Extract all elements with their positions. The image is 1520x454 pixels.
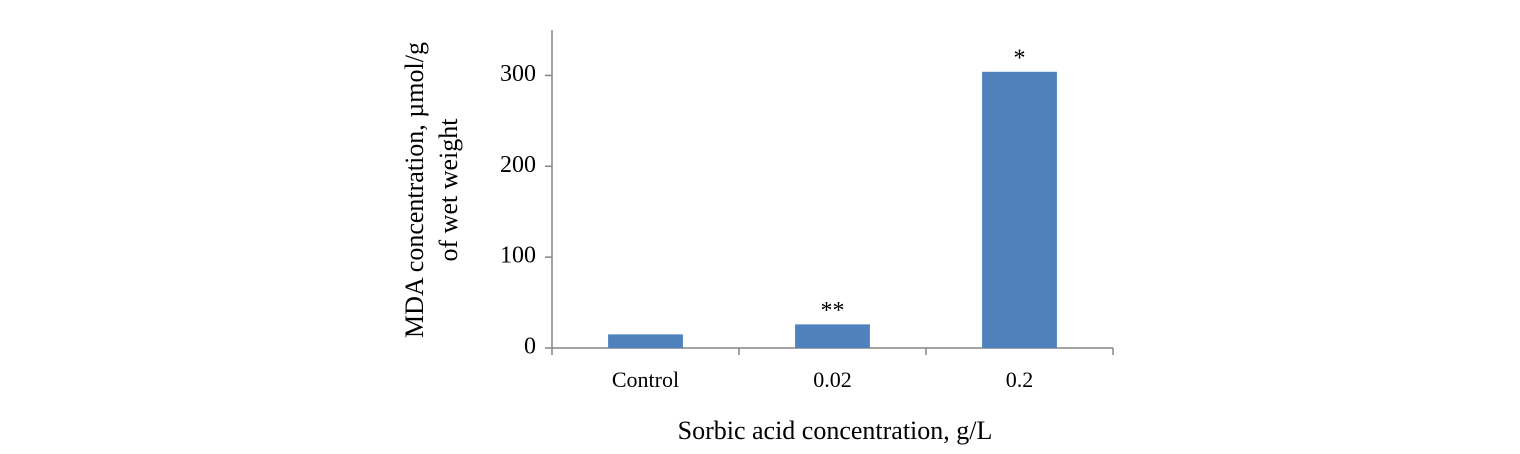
- annotation: *: [1014, 45, 1026, 71]
- x-tick-label: 0.2: [1006, 367, 1034, 392]
- y-tick-label: 100: [500, 243, 536, 269]
- y-tick-label: 300: [500, 61, 536, 87]
- y-axis-title: MDA concentration, µmol/g of wet weight: [400, 42, 463, 338]
- bar: [795, 324, 870, 348]
- x-tick-label: Control: [612, 367, 679, 392]
- bar: [608, 334, 683, 348]
- y-axis-title-line: MDA concentration, µmol/g: [400, 42, 429, 338]
- x-tick-label: 0.02: [813, 367, 852, 392]
- y-tick-label: 200: [500, 152, 536, 178]
- x-axis-title: Sorbic acid concentration, g/L: [678, 416, 993, 445]
- bar: [982, 71, 1057, 349]
- annotation: **: [821, 298, 845, 324]
- y-tick-label: 0: [524, 334, 536, 360]
- y-axis-title-line: of wet weight: [434, 118, 463, 262]
